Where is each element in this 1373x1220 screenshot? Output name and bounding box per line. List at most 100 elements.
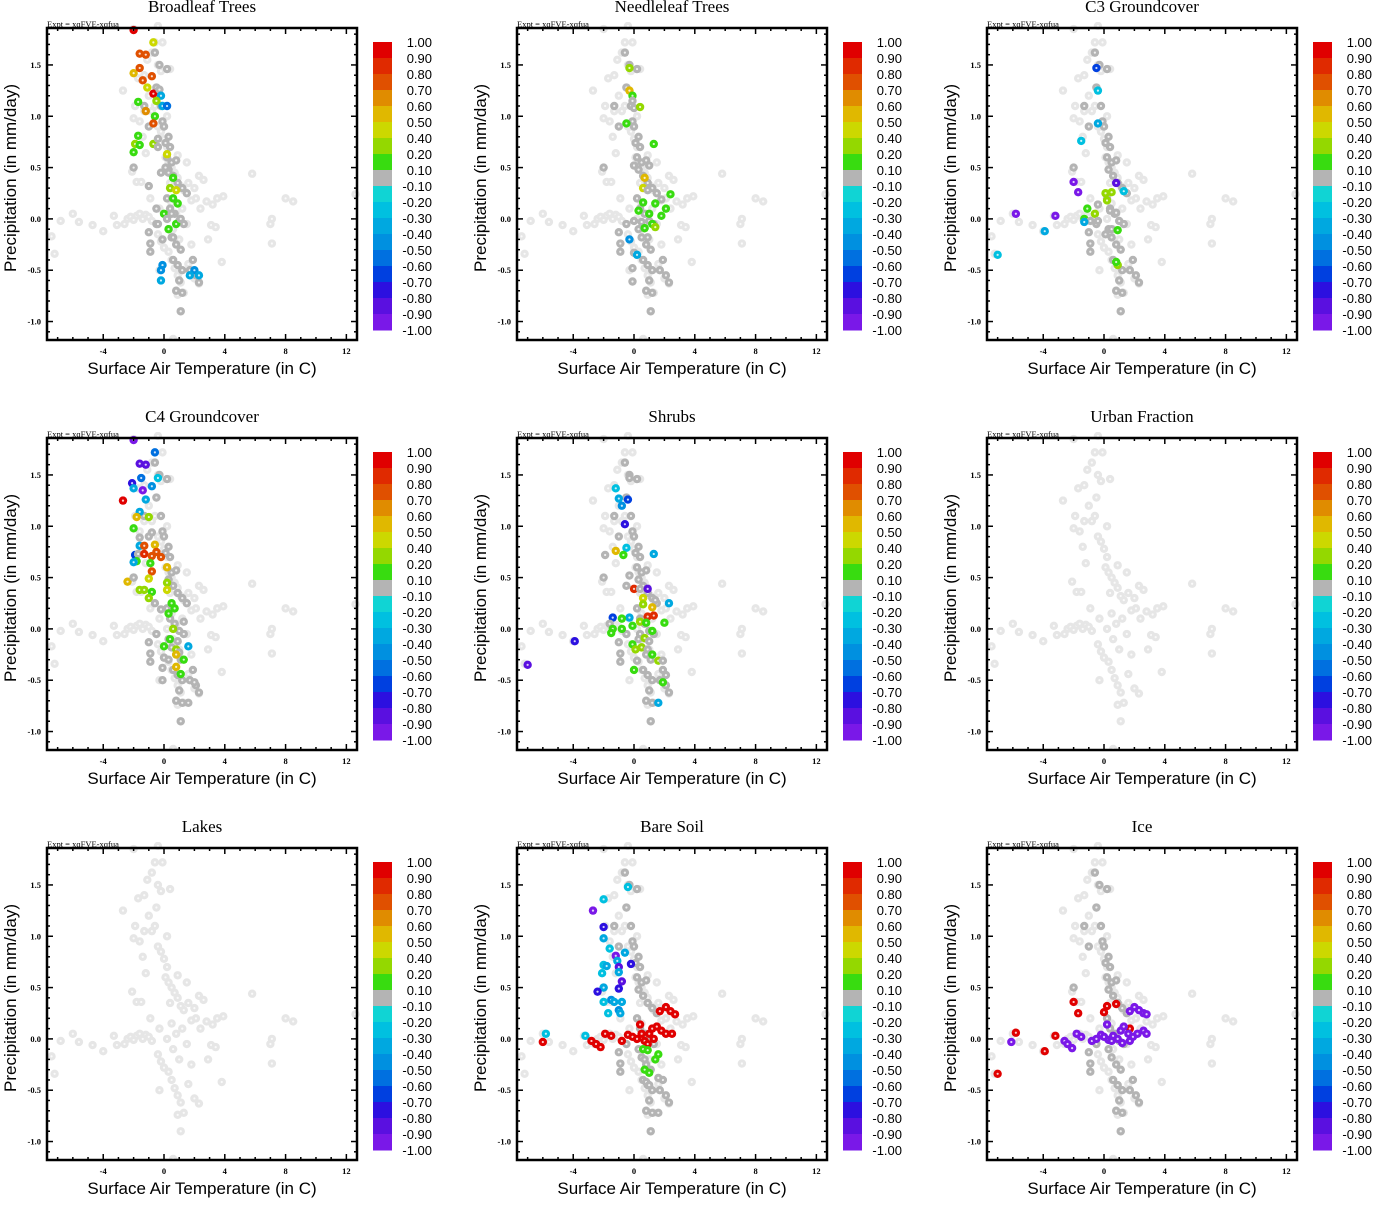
background-point-center [154, 105, 156, 107]
background-point-center [271, 652, 273, 654]
background-point [128, 987, 136, 995]
colorbar-label: -0.70 [402, 1095, 432, 1110]
background-point-center [630, 951, 632, 953]
background-point-center [72, 623, 74, 625]
background-point [218, 1078, 226, 1086]
correlation-point [612, 484, 620, 492]
colorbar-swatch [843, 628, 862, 645]
correlation-point-center [628, 90, 630, 92]
background-point [613, 876, 621, 884]
correlation-point [149, 38, 157, 46]
colorbar-swatch [843, 58, 862, 75]
background-point [1077, 588, 1085, 596]
background-point [1115, 645, 1123, 653]
background-point-center [692, 1015, 694, 1017]
neutral-point-center [647, 264, 649, 266]
correlation-point-center [175, 653, 177, 655]
background-point-center [207, 648, 209, 650]
correlation-point-center [1097, 203, 1099, 205]
x-tick-label: 12 [342, 1166, 351, 1176]
correlation-point-center [647, 588, 649, 590]
background-point-center [656, 161, 658, 163]
correlation-point-center [166, 582, 168, 584]
colorbar-label: 0.70 [877, 493, 902, 508]
background-point [1120, 596, 1128, 604]
neutral-point-center [186, 192, 188, 194]
correlation-point [645, 637, 653, 645]
background-point [1071, 512, 1079, 520]
background-point-center [692, 195, 694, 197]
colorbar-label: 0.80 [877, 477, 902, 492]
correlation-point [154, 474, 162, 482]
correlation-point [1094, 119, 1102, 127]
background-point-center [1142, 589, 1144, 591]
neutral-point-center [636, 478, 638, 480]
colorbar-label: 0.60 [1347, 509, 1372, 524]
background-point-center [624, 861, 626, 863]
correlation-point-center [167, 172, 169, 174]
background-point-center [1080, 181, 1082, 183]
background-point-center [190, 243, 192, 245]
background-point-center [133, 117, 135, 119]
background-point-center [647, 1094, 649, 1096]
background-point-center [186, 571, 188, 573]
background-point-center [610, 591, 612, 593]
background-point [1097, 537, 1105, 545]
neutral-point [659, 256, 667, 264]
background-point-center [1161, 261, 1163, 263]
background-point [1136, 614, 1144, 622]
x-axis-label: Surface Air Temperature (in C) [517, 769, 827, 789]
correlation-point [148, 528, 156, 536]
colorbar-label: -0.80 [402, 291, 432, 306]
colorbar-label: -0.80 [872, 701, 902, 716]
background-point-center [1106, 218, 1108, 220]
colorbar-label: 1.00 [877, 445, 902, 460]
background-point-center [154, 861, 156, 863]
correlation-point-center [177, 202, 179, 204]
correlation-point [625, 613, 633, 621]
colorbar-swatch [1313, 298, 1332, 315]
neutral-point-center [178, 279, 180, 281]
background-point-center [1135, 197, 1137, 199]
background-point-center [190, 653, 192, 655]
background-point [167, 1019, 175, 1027]
background-point-center [158, 1028, 160, 1030]
colorbar-label: -0.30 [872, 621, 902, 636]
colorbar-label: 0.50 [877, 115, 902, 130]
colorbar-label: -0.20 [1342, 195, 1372, 210]
correlation-point-center [139, 67, 141, 69]
correlation-point [601, 551, 609, 559]
correlation-point-center [628, 617, 630, 619]
correlation-point [158, 676, 166, 684]
background-point-center [1121, 618, 1123, 620]
background-point [669, 996, 677, 1004]
background-point [119, 86, 127, 94]
correlation-point [1107, 188, 1115, 196]
correlation-point [619, 551, 627, 559]
correlation-point [167, 210, 175, 218]
background-point-center [1085, 562, 1087, 564]
correlation-point-center [175, 189, 177, 191]
background-point-center [145, 972, 147, 974]
background-point [718, 170, 726, 178]
background-point-center [1112, 638, 1114, 640]
background-point-center [627, 1053, 629, 1055]
colorbar-label: -0.70 [872, 685, 902, 700]
neutral-point [160, 122, 168, 130]
neutral-point-center [619, 661, 621, 663]
background-point [1053, 631, 1061, 639]
neutral-point-center [160, 515, 162, 517]
background-point [759, 197, 767, 205]
colorbar-swatch [1313, 708, 1332, 725]
correlation-point-center [167, 659, 169, 661]
background-point-center [741, 242, 743, 244]
neutral-point-center [1123, 223, 1125, 225]
y-tick-label: -1.0 [498, 727, 511, 737]
colorbar-label: 0.90 [407, 461, 432, 476]
neutral-point [616, 649, 624, 657]
neutral-point-center [651, 269, 653, 271]
colorbar-swatch [1313, 234, 1332, 251]
background-point [163, 963, 171, 971]
